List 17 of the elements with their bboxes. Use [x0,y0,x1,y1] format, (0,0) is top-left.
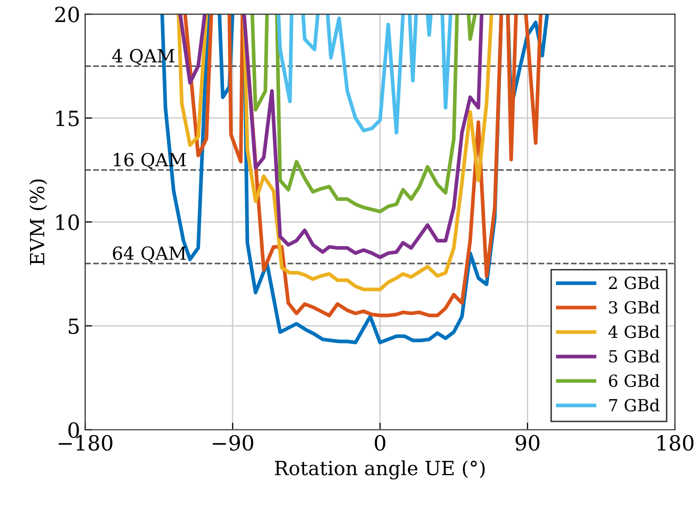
y-tick-label: 20 [55,6,79,22]
legend-label: 3 GBd [609,300,660,314]
x-tick-label: 180 [658,434,694,451]
y-tick-label: 5 [68,318,79,334]
legend-label: 7 GBd [609,398,660,412]
legend-label: 4 GBd [608,325,660,338]
x-tick-label: 0 [374,434,386,451]
x-axis-title: Rotation angle UE (°) [274,460,485,480]
legend-label: 2 GBd [608,276,660,290]
legend-label: 6 GBd [608,374,660,388]
x-tick-label: −90 [212,434,254,451]
y-axis-title: EVM (%) [29,179,48,265]
y-tick-label: 15 [56,110,79,126]
y-tick-label: 10 [56,214,79,230]
legend-label: 5 GBd [609,350,660,363]
ref-line-label: 64 QAM [112,246,186,263]
x-tick-label: 90 [516,434,540,451]
